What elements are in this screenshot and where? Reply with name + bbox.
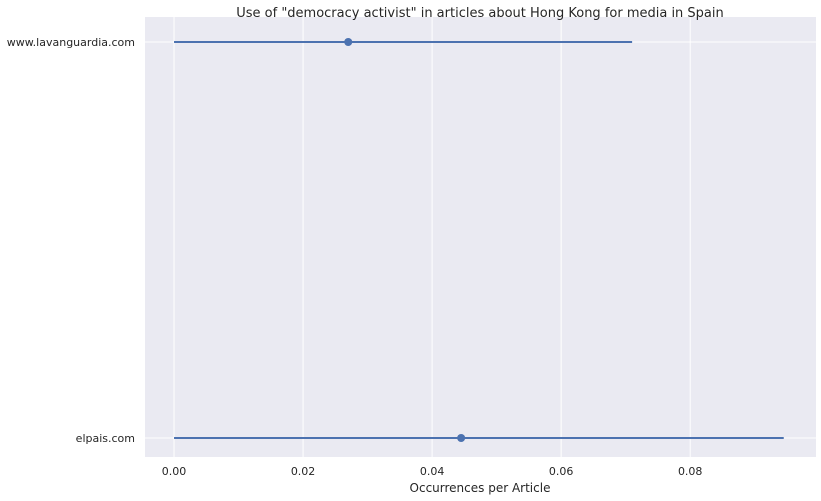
data-point — [457, 434, 466, 442]
y-tick-label: elpais.com — [76, 432, 135, 445]
x-axis-ticks: 0.00 0.02 0.04 0.06 0.08 — [162, 465, 703, 478]
y-axis-ticks: www.lavanguardia.com elpais.com — [7, 36, 135, 445]
data-point — [344, 38, 353, 46]
x-tick-label: 0.02 — [291, 465, 316, 478]
x-axis-label: Occurrences per Article — [410, 481, 551, 495]
y-tick-label: www.lavanguardia.com — [7, 36, 135, 49]
data-marks — [174, 38, 784, 442]
x-tick-label: 0.08 — [678, 465, 703, 478]
x-tick-label: 0.04 — [420, 465, 445, 478]
plot-area — [145, 17, 816, 457]
x-tick-label: 0.06 — [549, 465, 574, 478]
x-tick-label: 0.00 — [162, 465, 187, 478]
chart-title: Use of "democracy activist" in articles … — [236, 6, 724, 21]
